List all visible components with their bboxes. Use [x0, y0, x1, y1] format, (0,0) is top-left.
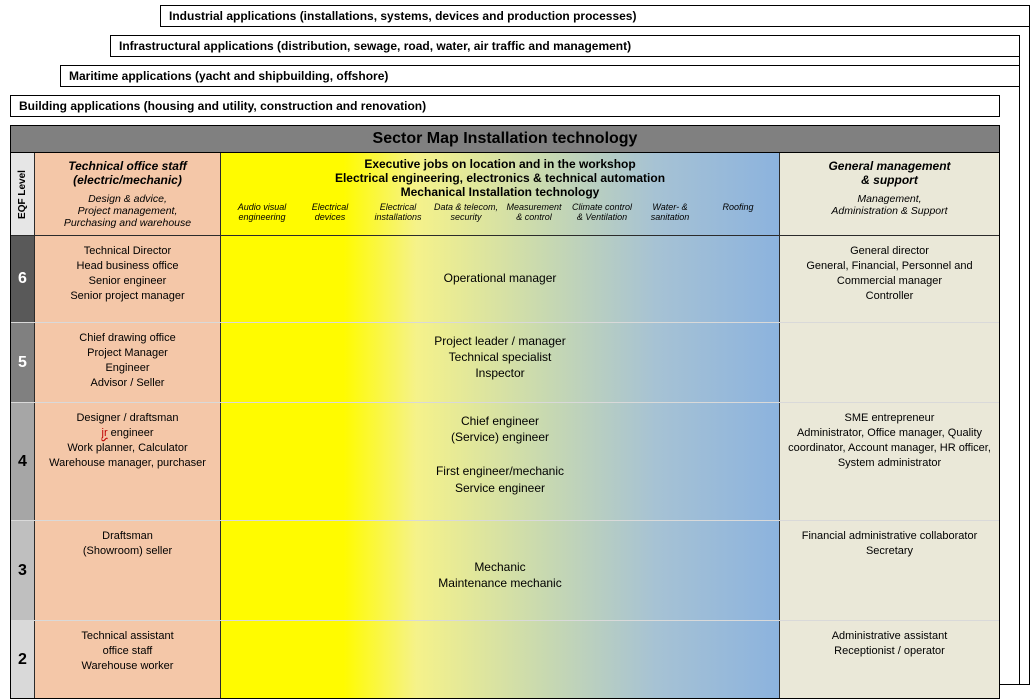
executive-jobs-cell: Project leader / managerTechnical specia… — [221, 323, 779, 402]
management-cell — [779, 323, 999, 402]
eqf-level-number: 4 — [11, 403, 35, 520]
technical-office-cell: Technical assistantoffice staffWarehouse… — [35, 621, 221, 698]
technical-office-cell: Technical DirectorHead business officeSe… — [35, 236, 221, 322]
discipline-label: Electricaldevices — [297, 203, 363, 223]
executive-jobs-cell: Operational manager — [221, 236, 779, 322]
level-row-5: 5Chief drawing officeProject ManagerEngi… — [11, 322, 999, 402]
discipline-label: Climate control& Ventilation — [569, 203, 635, 223]
header-management: General management & support Management,… — [779, 153, 999, 235]
executive-jobs-cell: MechanicMaintenance mechanic — [221, 521, 779, 620]
management-cell: Financial administrative collaboratorSec… — [779, 521, 999, 620]
technical-office-cell: Draftsman(Showroom) seller — [35, 521, 221, 620]
management-cell: SME entrepreneurAdministrator, Office ma… — [779, 403, 999, 520]
level-row-6: 6Technical DirectorHead business officeS… — [11, 236, 999, 322]
discipline-label: Data & telecom,security — [433, 203, 499, 223]
mgmt-title-1: General management — [784, 159, 995, 173]
sector-map-panel: Sector Map Installation technology EQF L… — [10, 125, 1000, 699]
eqf-level-number: 6 — [11, 236, 35, 322]
discipline-label: Electricalinstallations — [365, 203, 431, 223]
executive-jobs-cell — [221, 621, 779, 698]
executive-jobs-cell: Chief engineer(Service) engineerFirst en… — [221, 403, 779, 520]
header-executive-jobs: Executive jobs on location and in the wo… — [221, 153, 779, 235]
mid-title-2: Electrical engineering, electronics & te… — [225, 171, 775, 185]
eqf-axis-label: EQF Level — [17, 170, 28, 219]
eqf-level-number: 3 — [11, 521, 35, 620]
discipline-label: Roofing — [705, 203, 771, 223]
level-rows: 6Technical DirectorHead business officeS… — [11, 236, 999, 698]
eqf-level-number: 5 — [11, 323, 35, 402]
mgmt-subtitle: Management,Administration & Support — [784, 193, 995, 217]
discipline-label: Measurement& control — [501, 203, 567, 223]
technical-office-cell: Designer / draftsmanjr engineerWork plan… — [35, 403, 221, 520]
stack-tab-building: Building applications (housing and utili… — [10, 95, 1000, 117]
stack-tab-maritime: Maritime applications (yacht and shipbui… — [60, 65, 1020, 87]
mid-title-1: Executive jobs on location and in the wo… — [225, 157, 775, 171]
tech-subtitle: Design & advice,Project management,Purch… — [39, 193, 216, 229]
mgmt-title-2: & support — [784, 173, 995, 187]
discipline-row: Audio visualengineeringElectricaldevices… — [225, 199, 775, 225]
level-row-3: 3Draftsman(Showroom) sellerMechanicMaint… — [11, 520, 999, 620]
management-cell: Administrative assistantReceptionist / o… — [779, 621, 999, 698]
level-row-4: 4Designer / draftsmanjr engineerWork pla… — [11, 402, 999, 520]
stack-tab-infrastructural: Infrastructural applications (distributi… — [110, 35, 1020, 57]
header-row: EQF Level Technical office staff (electr… — [11, 153, 999, 236]
eqf-level-number: 2 — [11, 621, 35, 698]
panel-title: Sector Map Installation technology — [11, 126, 999, 153]
level-row-2: 2Technical assistantoffice staffWarehous… — [11, 620, 999, 698]
eqf-axis-label-cell: EQF Level — [11, 153, 35, 235]
management-cell: General director General, Financial, Per… — [779, 236, 999, 322]
stack-tab-industrial: Industrial applications (installations, … — [160, 5, 1030, 27]
header-technical-office: Technical office staff (electric/mechani… — [35, 153, 221, 235]
technical-office-cell: Chief drawing officeProject ManagerEngin… — [35, 323, 221, 402]
tech-title-2: (electric/mechanic) — [39, 173, 216, 187]
discipline-label: Audio visualengineering — [229, 203, 295, 223]
mid-title-3: Mechanical Installation technology — [225, 185, 775, 199]
discipline-label: Water- &sanitation — [637, 203, 703, 223]
tech-title-1: Technical office staff — [39, 159, 216, 173]
